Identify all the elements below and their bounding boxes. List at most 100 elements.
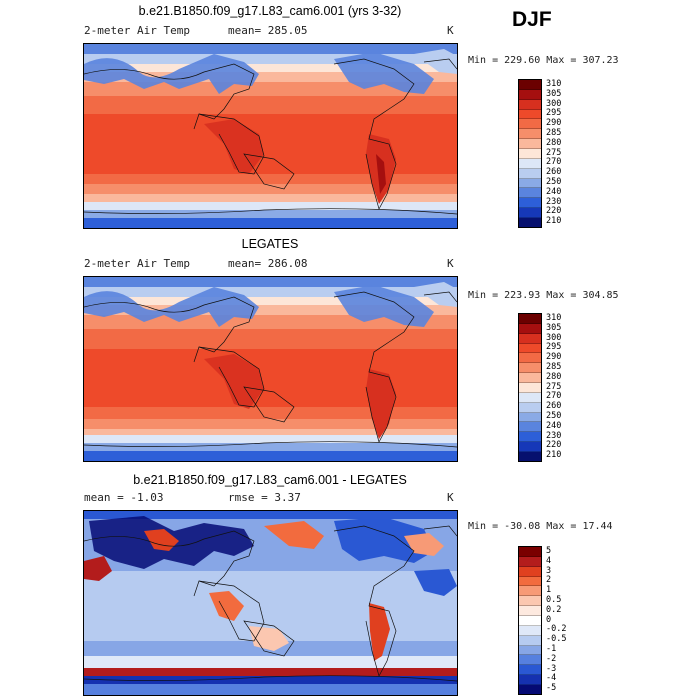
panel3-max-label: Max = — [546, 521, 577, 532]
colorbar-tick-label: 275 — [546, 147, 562, 158]
panel1-colorbar-swatches — [518, 79, 542, 228]
colorbar-tick-label: 285 — [546, 127, 562, 138]
colorbar-tick-label: -1 — [546, 643, 557, 654]
panel1-minmax: Min = 229.60 Max = 307.23 — [468, 55, 619, 66]
colorbar-swatch — [519, 452, 541, 461]
colorbar-swatch — [519, 616, 541, 626]
colorbar-swatch — [519, 645, 541, 656]
colorbar-swatch — [519, 665, 541, 676]
panel2-minmax: Min = 223.93 Max = 304.85 — [468, 290, 619, 301]
colorbar-swatch — [519, 402, 541, 413]
colorbar-tick-label: 0.2 — [546, 604, 562, 615]
colorbar-tick-label: 270 — [546, 391, 562, 402]
panel3-title: b.e21.B1850.f09_g17.L83_cam6.001 - LEGAT… — [133, 473, 407, 487]
colorbar-swatch — [519, 675, 541, 686]
colorbar-swatch — [519, 547, 541, 557]
colorbar-tick-label: 310 — [546, 312, 562, 323]
panel1-max-value: 307.23 — [582, 55, 619, 66]
panel3-rmse-label: rmse = — [228, 491, 268, 504]
colorbar-swatch — [519, 586, 541, 597]
colorbar-tick-label: 285 — [546, 361, 562, 372]
colorbar-tick-label: 270 — [546, 157, 562, 168]
panel3-mean: mean = -1.03 — [84, 491, 164, 504]
panel2-colorbar-labels: 310 305 300 295 290 285 280 275 270 260 250 240 230 2… — [546, 313, 586, 460]
colorbar-tick-label: 300 — [546, 98, 562, 109]
panel2-mean-value: 286.08 — [267, 257, 308, 270]
colorbar-swatch — [519, 685, 541, 694]
colorbar-swatch — [519, 373, 541, 384]
panel2-mean-label: mean= — [228, 257, 262, 270]
panel1-mean: mean= 285.05 — [228, 24, 308, 37]
colorbar-swatch — [519, 198, 541, 209]
colorbar-tick-label: -3 — [546, 663, 557, 674]
panel1-units: K — [447, 24, 454, 37]
colorbar-swatch — [519, 139, 541, 150]
panel3-colorbar-labels: 5 4 3 2 1 0.5 0.2 0 -0.2 -0.5 -1 -2 -3 -4 -5 — [546, 546, 586, 693]
panel3-min-label: Min = — [468, 521, 499, 532]
colorbar-tick-label: 275 — [546, 381, 562, 392]
colorbar-swatch — [519, 392, 541, 403]
colorbar-swatch — [519, 422, 541, 433]
colorbar-tick-label: 250 — [546, 410, 562, 421]
colorbar-tick-label: 0.5 — [546, 594, 562, 605]
colorbar-swatch — [519, 168, 541, 179]
colorbar-swatch — [519, 442, 541, 453]
colorbar-tick-label: 295 — [546, 108, 562, 119]
panel2-variable: 2-meter Air Temp — [84, 257, 190, 270]
panel2-map — [83, 276, 458, 462]
colorbar-tick-label: 240 — [546, 420, 562, 431]
panel2-colorbar-swatches — [518, 313, 542, 462]
colorbar-tick-label: 2 — [546, 575, 552, 586]
colorbar-tick-label: 290 — [546, 118, 562, 129]
colorbar-tick-label: 3 — [546, 565, 552, 576]
colorbar-tick-label: 5 — [546, 545, 552, 556]
panel3-mean-value: -1.03 — [130, 491, 164, 504]
colorbar-swatch — [519, 343, 541, 354]
panel2-max-value: 304.85 — [582, 290, 619, 301]
colorbar-swatch — [519, 556, 541, 567]
panel2-title: LEGATES — [241, 237, 299, 251]
colorbar-swatch — [519, 178, 541, 189]
colorbar-tick-label: 230 — [546, 430, 562, 441]
colorbar-swatch — [519, 89, 541, 100]
season-label: DJF — [512, 8, 552, 31]
colorbar-swatch — [519, 188, 541, 199]
panel2-units: K — [447, 257, 454, 270]
panel1-max-label: Max = — [546, 55, 577, 66]
colorbar-swatch — [519, 119, 541, 130]
colorbar-tick-label: 220 — [546, 206, 562, 217]
colorbar-swatch — [519, 129, 541, 140]
colorbar-swatch — [519, 383, 541, 393]
panel3-mean-label: mean = — [84, 491, 124, 504]
panel2-mean: mean= 286.08 — [228, 257, 308, 270]
colorbar-swatch — [519, 314, 541, 324]
colorbar-tick-label: 230 — [546, 196, 562, 207]
colorbar-tick-label: 260 — [546, 401, 562, 412]
panel3-colorbar-swatches — [518, 546, 542, 695]
colorbar-tick-label: -0.2 — [546, 624, 567, 635]
panel3-rmse-value: 3.37 — [274, 491, 301, 504]
colorbar-tick-label: 210 — [546, 216, 562, 227]
colorbar-tick-label: 300 — [546, 332, 562, 343]
colorbar-tick-label: -0.5 — [546, 634, 567, 645]
colorbar-tick-label: 220 — [546, 440, 562, 451]
colorbar-swatch — [519, 208, 541, 219]
colorbar-swatch — [519, 149, 541, 159]
panel1-colorbar: 310 305 300 295 290 285 280 275 270 260 250 240 230 2… — [518, 79, 561, 228]
panel2-colorbar: 310 305 300 295 290 285 280 275 270 260 250 240 230 2… — [518, 313, 561, 462]
panel3-map — [83, 510, 458, 696]
colorbar-swatch — [519, 635, 541, 646]
panel1-min-value: 229.60 — [504, 55, 541, 66]
colorbar-swatch — [519, 596, 541, 607]
colorbar-tick-label: 240 — [546, 186, 562, 197]
panel3-max-value: 17.44 — [582, 521, 613, 532]
panel2-max-label: Max = — [546, 290, 577, 301]
colorbar-swatch — [519, 625, 541, 636]
panel1-mean-label: mean= — [228, 24, 262, 37]
panel1-min-label: Min = — [468, 55, 499, 66]
colorbar-swatch — [519, 218, 541, 227]
panel2-min-value: 223.93 — [504, 290, 541, 301]
panel1-variable: 2-meter Air Temp — [84, 24, 190, 37]
colorbar-tick-label: 305 — [546, 88, 562, 99]
colorbar-swatch — [519, 323, 541, 334]
